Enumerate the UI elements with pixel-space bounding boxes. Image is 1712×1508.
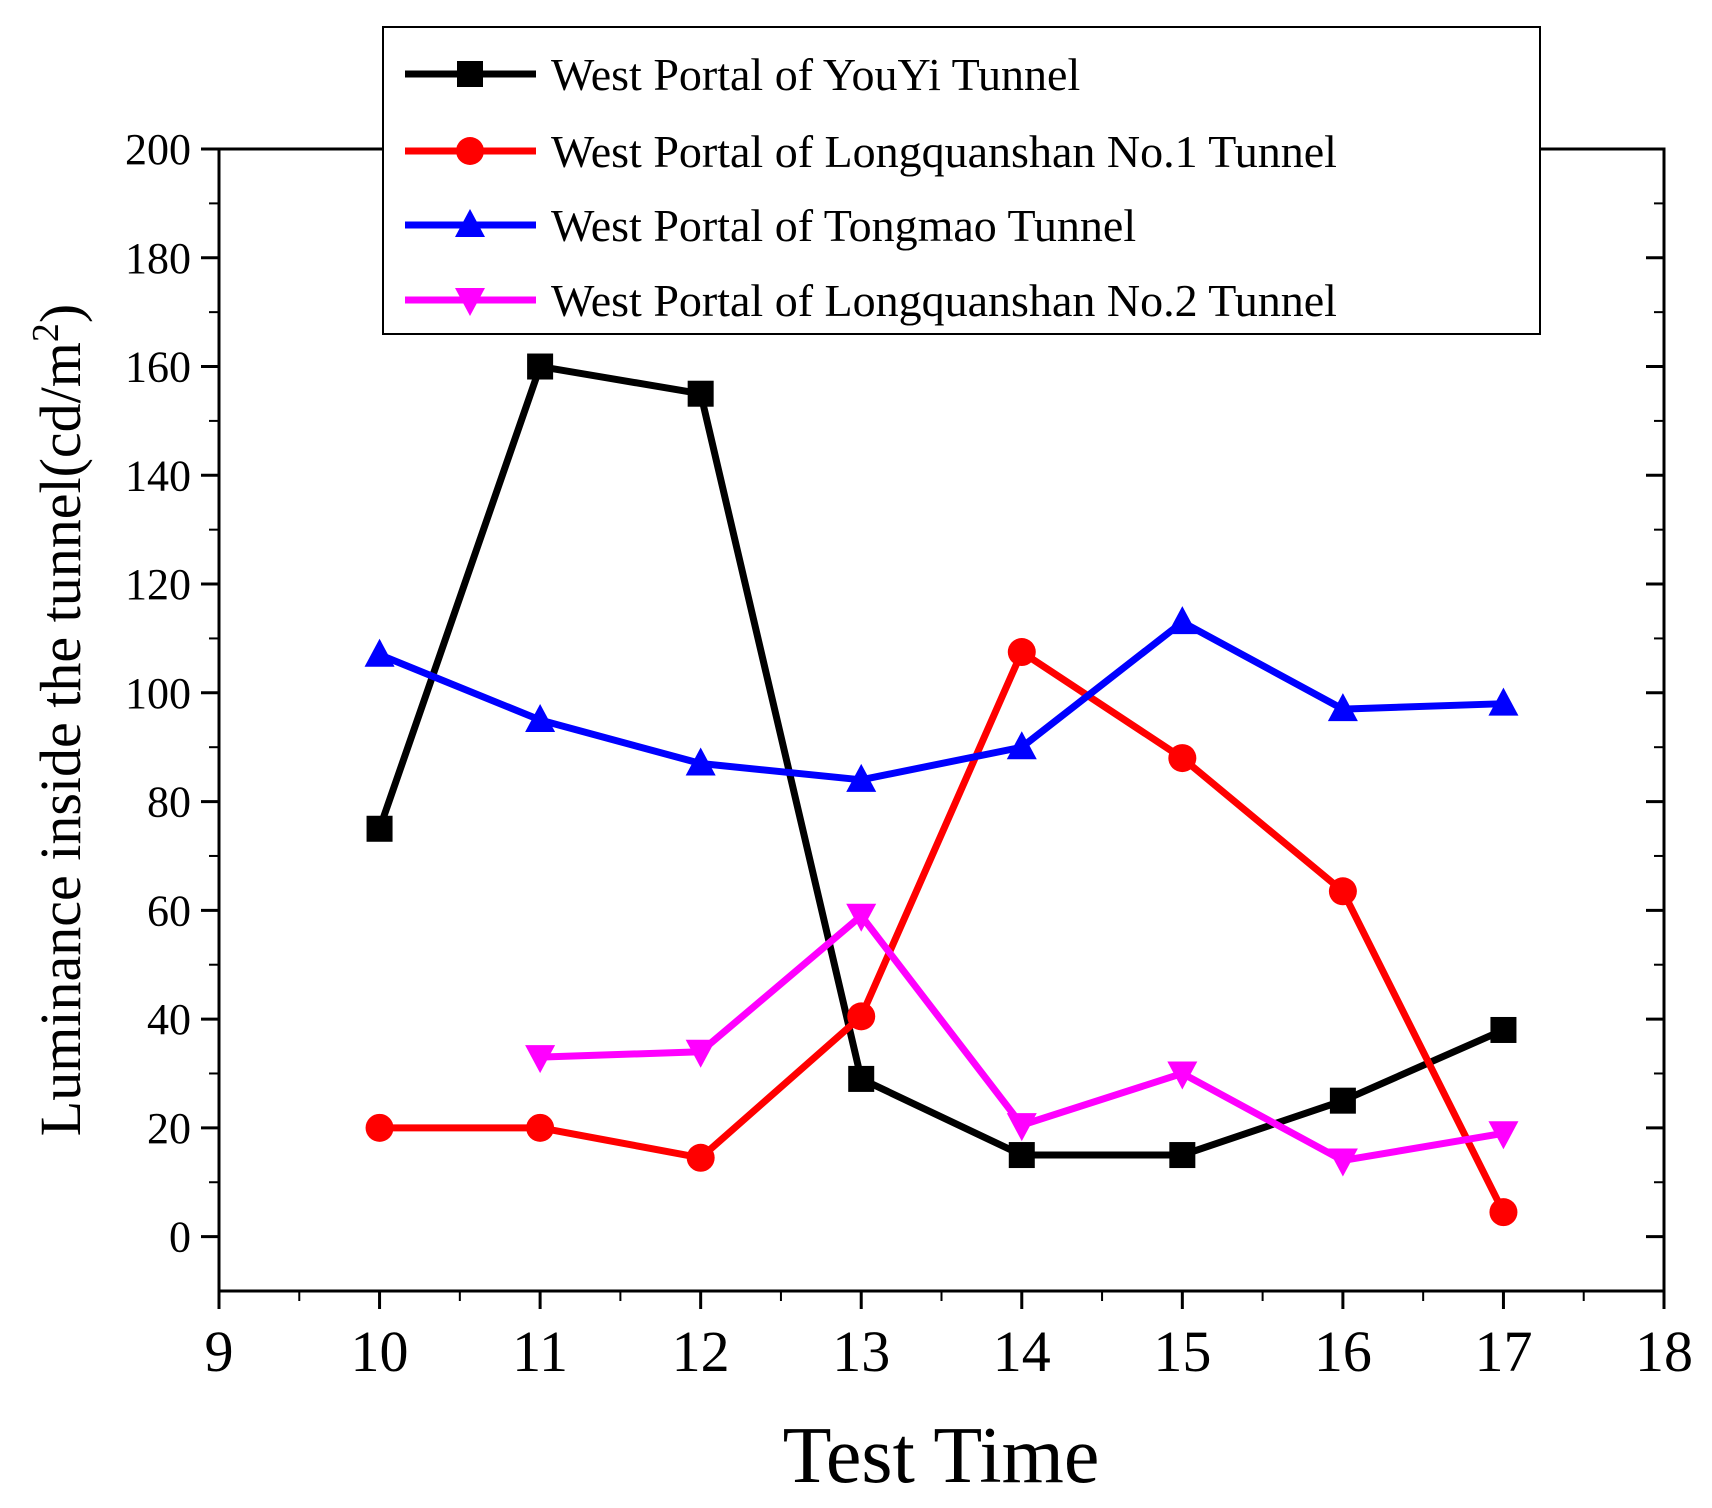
x-axis-tick-labels: 9 10 11 12 13 14 15 16 17 18 <box>205 1319 1694 1384</box>
x-tick-label: 15 <box>1153 1319 1211 1384</box>
legend-label: West Portal of Tongmao Tunnel <box>551 200 1136 251</box>
series-line <box>376 363 1505 1159</box>
data-point <box>525 704 556 732</box>
y-tick-label: 0 <box>169 1213 191 1262</box>
series-layer <box>364 353 1519 1227</box>
data-point <box>846 903 877 932</box>
y-axis-tick-labels: 0 20 40 60 80 100 120 140 160 180 200 <box>125 125 191 1262</box>
x-tick-label: 18 <box>1635 1319 1693 1384</box>
legend-label: West Portal of Longquanshan No.1 Tunnel <box>551 126 1337 177</box>
data-point <box>846 763 877 792</box>
x-tick-label: 13 <box>832 1319 890 1384</box>
data-point <box>686 1143 715 1172</box>
data-point <box>366 815 393 842</box>
y-axis-title-main: Luminance inside the tunnel(cd/m <box>28 342 93 1136</box>
data-point <box>527 353 554 380</box>
x-tick-label: 9 <box>205 1319 234 1384</box>
legend-item-2: West Portal of Longquanshan No.1 Tunnel <box>405 126 1337 177</box>
series-2 <box>365 638 1518 1227</box>
series-line <box>378 618 1504 784</box>
data-point <box>1167 606 1198 635</box>
y-tick-label: 100 <box>125 669 191 718</box>
data-point <box>1488 687 1519 716</box>
y-axis-title-end: ) <box>28 304 93 323</box>
data-point <box>1327 693 1358 722</box>
data-point <box>526 1113 555 1142</box>
x-axis-title: Test Time <box>783 1412 1100 1500</box>
y-tick-label: 40 <box>147 995 191 1044</box>
data-point <box>1167 1061 1198 1090</box>
x-tick-label: 12 <box>672 1319 730 1384</box>
series-3 <box>364 606 1519 792</box>
y-tick-label: 160 <box>125 343 191 392</box>
x-axis-minor-ticks <box>298 1291 1585 1301</box>
legend-label: West Portal of YouYi Tunnel <box>551 49 1080 100</box>
legend-marker <box>455 288 485 316</box>
y-tick-label: 60 <box>147 886 191 935</box>
data-point <box>1328 877 1357 906</box>
y-tick-label: 80 <box>147 778 191 827</box>
data-point <box>1007 638 1036 667</box>
data-point <box>1168 744 1197 773</box>
data-point <box>1329 1087 1356 1114</box>
data-point <box>364 638 395 667</box>
data-point <box>1489 1198 1518 1227</box>
x-tick-label: 11 <box>512 1319 568 1384</box>
data-point <box>685 1039 716 1068</box>
legend-box <box>382 26 1541 335</box>
legend-label: West Portal of Longquanshan No.2 Tunnel <box>551 275 1337 326</box>
y-axis-title-superscript: 2 <box>25 323 67 342</box>
series-line <box>379 648 1507 1214</box>
series-1 <box>366 353 1517 1169</box>
legend-item-4: West Portal of Longquanshan No.2 Tunnel <box>405 275 1337 326</box>
y-axis-title: Luminance inside the tunnel(cd/m2) <box>25 304 93 1136</box>
series-4 <box>525 903 1519 1177</box>
legend-marker <box>456 137 484 165</box>
y-tick-label: 20 <box>147 1104 191 1153</box>
data-point <box>848 1065 875 1092</box>
data-point <box>1327 1148 1358 1177</box>
legend-marker <box>455 209 485 237</box>
x-tick-label: 14 <box>993 1319 1051 1384</box>
y-tick-label: 120 <box>125 560 191 609</box>
data-point <box>1006 1113 1037 1142</box>
legend-marker <box>457 61 483 87</box>
data-point <box>847 1002 876 1031</box>
x-tick-label: 16 <box>1314 1319 1372 1384</box>
y-axis-minor-ticks <box>209 202 1664 1184</box>
data-point <box>365 1113 394 1142</box>
legend: West Portal of YouYi Tunnel West Portal o… <box>382 26 1541 335</box>
x-tick-label: 17 <box>1474 1319 1532 1384</box>
legend-item-3: West Portal of Tongmao Tunnel <box>405 200 1136 251</box>
y-tick-label: 180 <box>125 234 191 283</box>
x-tick-label: 10 <box>351 1319 409 1384</box>
y-tick-label: 140 <box>125 451 191 500</box>
data-point <box>687 380 714 407</box>
data-point <box>1169 1142 1196 1169</box>
data-point <box>1008 1142 1035 1169</box>
data-point <box>1006 731 1037 760</box>
data-point <box>1490 1016 1517 1043</box>
data-point <box>685 747 716 776</box>
legend-item-1: West Portal of YouYi Tunnel <box>405 49 1080 100</box>
data-point <box>525 1045 556 1074</box>
data-point <box>1488 1121 1519 1150</box>
x-axis-ticks <box>217 1291 1666 1309</box>
y-tick-label: 200 <box>125 125 191 174</box>
y-axis-ticks <box>201 147 1664 1239</box>
